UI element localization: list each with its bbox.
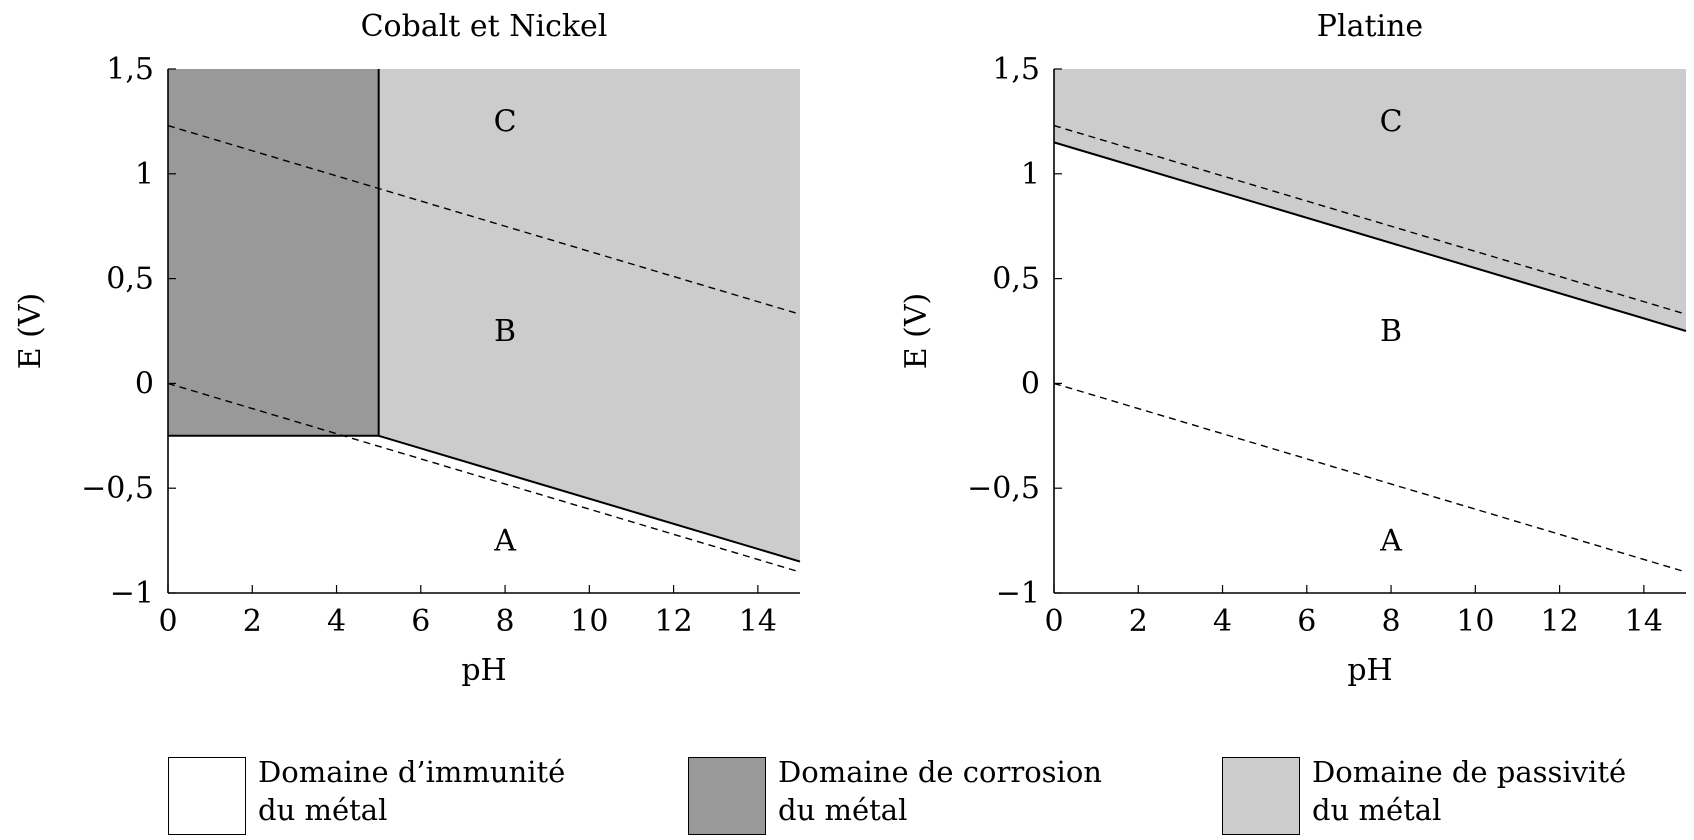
y-axis-label: E (V) [899,293,934,370]
chart-title: Cobalt et Nickel [361,9,608,44]
y-tick-label: 1,5 [992,52,1040,87]
x-axis-label: pH [461,653,506,688]
legend-item-immunity: Domaine d’immunité du métal [168,755,565,835]
x-tick-label: 0 [158,604,177,639]
x-axis-label: pH [1347,653,1392,688]
x-tick-label: 14 [739,604,777,639]
y-tick-label: 0,5 [106,262,154,297]
boundary-line-0 [1053,141,1687,332]
region-label-B: B [1380,314,1402,349]
x-tick-label: 4 [1213,604,1232,639]
y-axis-label: E (V) [13,293,48,370]
region-label-B: B [494,314,516,349]
x-tick-label: 14 [1625,604,1663,639]
legend-label-corrosion-line1: Domaine de corrosion [778,755,1102,789]
region-immunity [1054,142,1686,594]
region-label-C: C [494,104,517,139]
region-corrosion [168,69,379,436]
x-tick-label: 10 [1456,604,1494,639]
region-label-C: C [1380,104,1403,139]
dashed-line-0 [1053,124,1687,315]
y-tick-label: −0,5 [967,471,1040,506]
x-tick-label: 6 [411,604,430,639]
dashed-line-1 [167,382,801,573]
y-tick-label: −1 [996,576,1040,611]
x-tick-label: 12 [655,604,693,639]
y-tick-label: −1 [110,576,154,611]
region-passivity [378,69,800,562]
dashed-line-0 [167,124,801,315]
legend-swatch-passivity [1222,757,1300,835]
x-tick-label: 2 [1129,604,1148,639]
y-tick-label: 1 [135,157,154,192]
legend-swatch-immunity [168,757,246,835]
legend-label-immunity-line1: Domaine d’immunité [258,755,566,789]
region-label-A: A [493,524,516,559]
x-tick-label: 8 [1382,604,1401,639]
chart-platine: 0 2 4 6 8 10 12 14 −1 −0,5 0 0,5 1 1,5 C B A Platine pH E (… [899,9,1687,688]
legend-label-immunity-line2: du métal [258,793,388,827]
region-passivity [1054,69,1686,331]
x-tick-label: 12 [1541,604,1579,639]
y-tick-label: 1,5 [106,52,154,87]
x-tick-label: 10 [570,604,608,639]
y-tick-label: 0 [135,366,154,401]
y-tick-label: 1 [1021,157,1040,192]
chart-cobalt-nickel: 0 2 4 6 8 10 12 14 −1 −0,5 0 0,5 1 1,5 C B A Cobalt et Ni… [13,9,801,688]
region-label-A: A [1379,524,1402,559]
legend-swatch-corrosion [688,757,766,835]
legend-label-passivity-line2: du métal [1312,793,1442,827]
y-tick-label: 0,5 [992,262,1040,297]
x-tick-label: 0 [1044,604,1063,639]
boundary-line-2 [378,434,801,563]
dashed-line-1 [1053,382,1687,573]
chart-title: Platine [1317,9,1423,44]
y-tick-label: −0,5 [81,471,154,506]
legend-label-corrosion-line2: du métal [778,793,908,827]
legend-label-passivity-line1: Domaine de passivité [1312,755,1627,789]
legend-item-corrosion: Domaine de corrosion du métal [688,755,1102,835]
region-immunity [168,435,800,593]
y-tick-label: 0 [1021,366,1040,401]
x-tick-label: 4 [327,604,346,639]
x-tick-label: 6 [1297,604,1316,639]
x-tick-label: 2 [243,604,262,639]
legend-item-passivity: Domaine de passivité du métal [1222,755,1626,835]
x-tick-label: 8 [496,604,515,639]
